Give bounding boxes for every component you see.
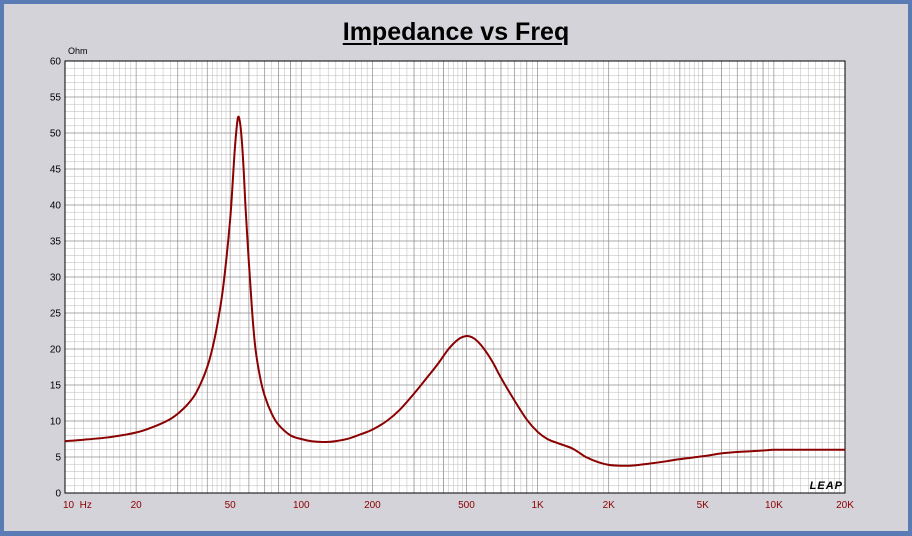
chart-title: Impedance vs Freq <box>342 18 570 46</box>
x-tick-label: 200 <box>364 500 381 511</box>
x-axis-ticks: 10 Hz 20 50 100 200 500 1K 2K 5K 10K 20K <box>63 500 854 511</box>
y-tick-label: 15 <box>50 381 62 392</box>
y-tick-label: 60 <box>50 57 62 68</box>
x-tick-label: 10K <box>765 500 783 511</box>
y-tick-label: 30 <box>50 273 62 284</box>
y-tick-label: 55 <box>50 93 62 104</box>
x-tick-label: 100 <box>293 500 310 511</box>
major-grid <box>65 61 846 493</box>
x-tick-label: 50 <box>225 500 237 511</box>
y-tick-label: 10 <box>50 417 62 428</box>
impedance-series-line <box>64 115 845 467</box>
series-layer <box>64 115 845 467</box>
x-tick-label: 5K <box>697 500 710 511</box>
y-tick-label: 45 <box>50 165 62 176</box>
y-tick-label: 40 <box>50 201 62 212</box>
x-tick-label: 10 Hz <box>63 500 92 511</box>
x-tick-label: 20K <box>836 500 854 511</box>
y-tick-label: 25 <box>50 309 62 320</box>
plot-border <box>64 60 846 494</box>
y-tick-label: 50 <box>50 129 62 140</box>
watermark: LEAP <box>810 480 843 492</box>
x-tick-label: 1K <box>531 500 544 511</box>
window-bottom-edge <box>40 531 912 536</box>
y-tick-label: 0 <box>55 489 61 500</box>
x-tick-label: 20 <box>131 500 143 511</box>
x-tick-label: 500 <box>458 500 475 511</box>
y-tick-label: 35 <box>50 237 62 248</box>
y-tick-label: 20 <box>50 345 62 356</box>
y-tick-label: 5 <box>55 453 61 464</box>
y-axis-label: Ohm <box>68 46 88 56</box>
y-axis-ticks: 0 5 10 15 20 25 30 35 40 45 50 55 60 <box>50 57 62 500</box>
x-tick-label: 2K <box>603 500 616 511</box>
